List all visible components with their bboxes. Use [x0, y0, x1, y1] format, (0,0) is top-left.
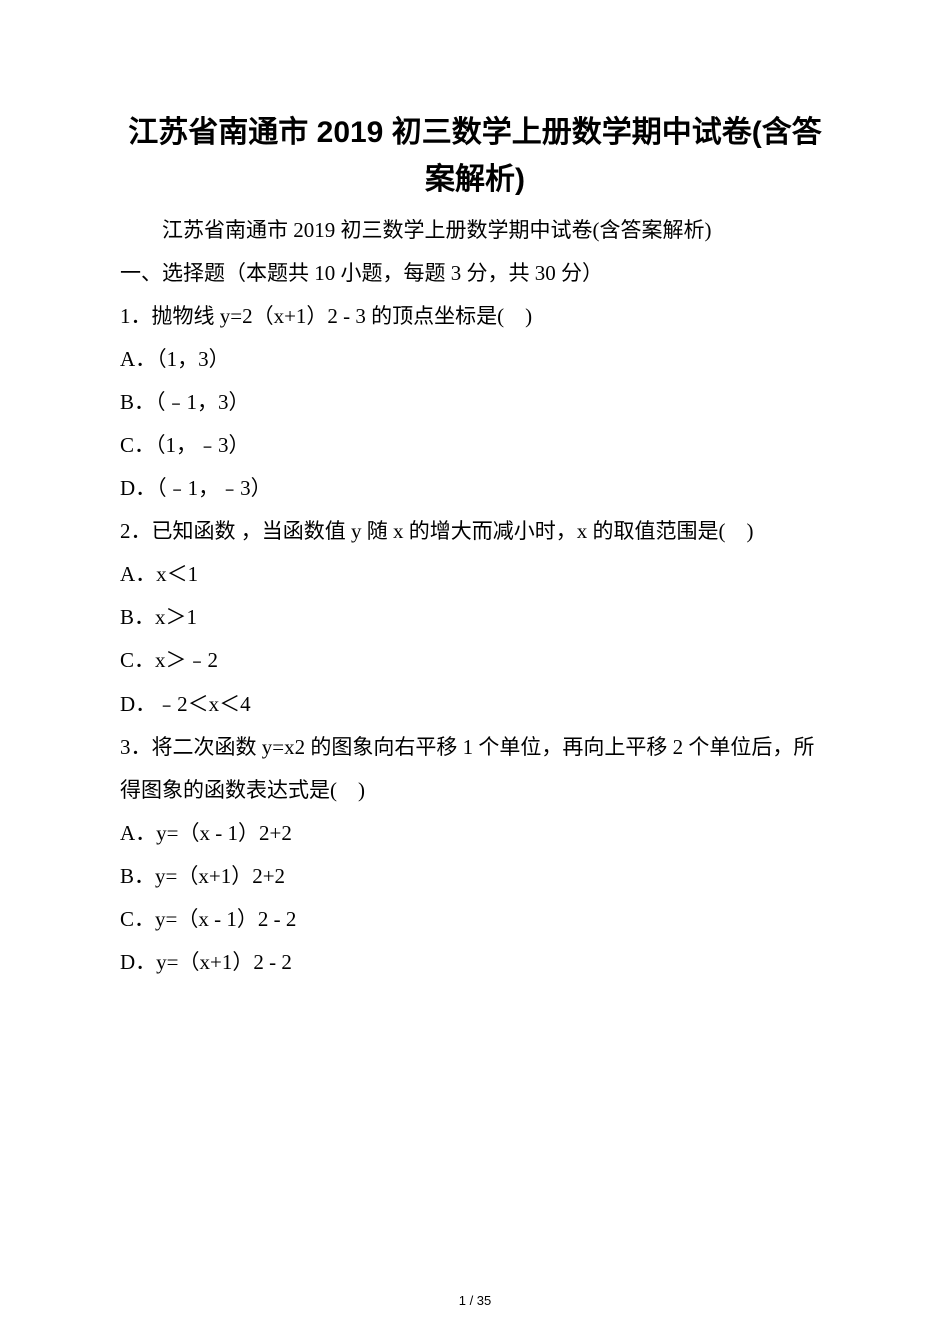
q2-option-b: B．x＞1 [120, 596, 830, 639]
q1-stem: 1．抛物线 y=2（x+1）2 - 3 的顶点坐标是( ) [120, 295, 830, 338]
q1-option-d: D．（﹣1，﹣3） [120, 467, 830, 510]
document-page: 江苏省南通市 2019 初三数学上册数学期中试卷(含答案解析) 江苏省南通市 2… [0, 0, 950, 1344]
q2-option-d: D．﹣2＜x＜4 [120, 683, 830, 726]
q2-option-c: C．x＞﹣2 [120, 639, 830, 682]
q2-stem: 2．已知函数 ，当函数值 y 随 x 的增大而减小时，x 的取值范围是( ) [120, 510, 830, 553]
page-footer: 1 / 35 [0, 1293, 950, 1308]
q1-option-c: C．（1，﹣3） [120, 424, 830, 467]
section-heading: 一、选择题（本题共 10 小题，每题 3 分，共 30 分） [120, 252, 830, 295]
q3-option-d: D．y=（x+1）2 - 2 [120, 941, 830, 984]
q1-option-b: B．（﹣1，3） [120, 381, 830, 424]
main-title: 江苏省南通市 2019 初三数学上册数学期中试卷(含答案解析) [120, 110, 830, 203]
q1-option-a: A．（1，3） [120, 338, 830, 381]
q3-stem: 3．将二次函数 y=x2 的图象向右平移 1 个单位，再向上平移 2 个单位后，… [120, 726, 830, 812]
q3-option-b: B．y=（x+1）2+2 [120, 855, 830, 898]
subtitle-text: 江苏省南通市 2019 初三数学上册数学期中试卷(含答案解析) [120, 209, 830, 252]
q3-option-a: A．y=（x - 1）2+2 [120, 812, 830, 855]
q2-option-a: A．x＜1 [120, 553, 830, 596]
q3-option-c: C．y=（x - 1）2 - 2 [120, 898, 830, 941]
